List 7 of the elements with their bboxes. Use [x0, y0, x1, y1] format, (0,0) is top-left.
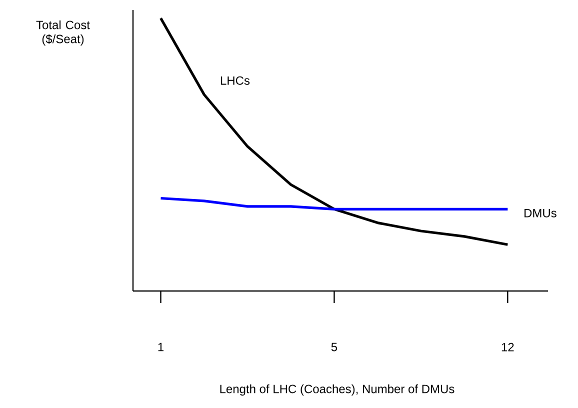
x-tick-label: 1 — [158, 342, 164, 352]
x-tick-label: 5 — [331, 342, 338, 352]
x-tick-label: 12 — [502, 342, 514, 352]
series-label: LHCs — [220, 76, 250, 85]
y-axis-title: Total Cost ($/Seat) — [36, 20, 90, 46]
x-axis-title: Length of LHC (Coaches), Number of DMUs — [220, 384, 454, 396]
series-label: DMUs — [524, 208, 556, 218]
